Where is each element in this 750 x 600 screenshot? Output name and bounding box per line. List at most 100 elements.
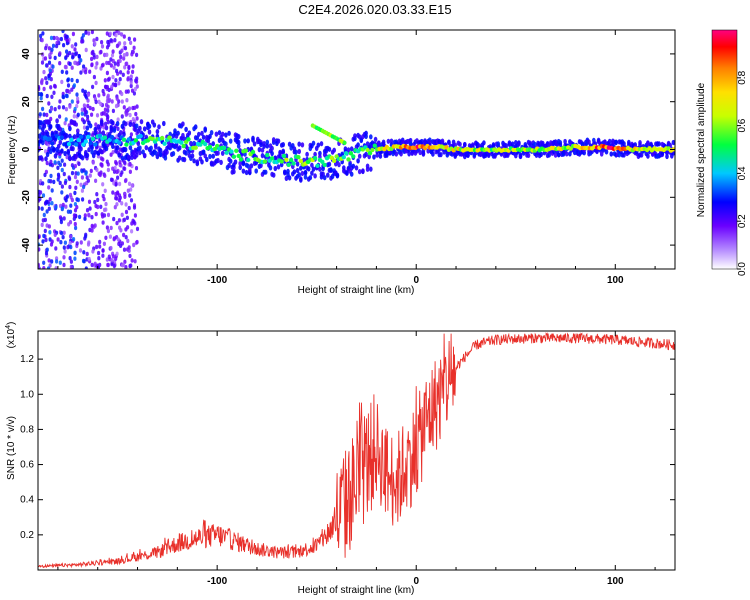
heatmap-cell xyxy=(123,65,127,70)
heatmap-ridge xyxy=(47,136,53,142)
heatmap-cell xyxy=(122,53,126,58)
heatmap-cell xyxy=(297,148,302,155)
heatmap-cell xyxy=(87,240,91,245)
heatmap-ridge xyxy=(207,144,213,150)
heatmap-cell xyxy=(43,217,48,223)
heatmap-cell xyxy=(101,220,105,225)
heatmap-cell xyxy=(127,64,131,70)
heatmap-ridge xyxy=(138,133,143,139)
heatmap-cell xyxy=(638,140,642,146)
heatmap-cell xyxy=(418,149,423,156)
heatmap-cell xyxy=(335,173,340,179)
heatmap-cell xyxy=(224,141,228,147)
heatmap-cell xyxy=(127,248,131,253)
heatmap-cell xyxy=(127,181,132,186)
heatmap-cell xyxy=(342,165,346,171)
heatmap-cell xyxy=(40,222,44,228)
heatmap-cell xyxy=(68,133,72,139)
heatmap-cell xyxy=(271,137,276,143)
heatmap-cell xyxy=(41,31,45,36)
heatmap-cell xyxy=(96,197,100,203)
heatmap-cell xyxy=(71,155,75,161)
heatmap-cell xyxy=(112,65,116,70)
heatmap-cell xyxy=(103,107,107,112)
heatmap-cell xyxy=(99,49,103,55)
y-tick-label: 0 xyxy=(21,146,32,152)
heatmap-cell xyxy=(102,241,106,246)
heatmap-cell xyxy=(357,153,362,159)
heatmap-cell xyxy=(59,240,63,245)
heatmap-cell xyxy=(91,106,95,112)
heatmap-ridge xyxy=(246,157,251,163)
heatmap-cell xyxy=(104,235,108,240)
heatmap-ridge xyxy=(348,151,354,156)
heatmap-cell xyxy=(165,149,169,155)
heatmap-cell xyxy=(142,153,147,159)
heatmap-cell xyxy=(109,177,114,182)
heatmap-cell xyxy=(73,163,77,169)
heatmap-cell xyxy=(53,232,57,237)
heatmap-cell xyxy=(79,146,83,152)
heatmap-cell xyxy=(86,92,91,98)
heatmap-cell xyxy=(64,133,69,139)
heatmap-cell xyxy=(66,83,71,88)
heatmap-cell xyxy=(181,121,185,127)
heatmap-cell xyxy=(68,192,73,198)
heatmap-cell xyxy=(87,199,92,204)
heatmap-cell xyxy=(133,259,137,264)
heatmap-cell xyxy=(224,132,228,138)
heatmap-cell xyxy=(64,198,68,203)
heatmap-ridge xyxy=(66,141,72,147)
heatmap-cell xyxy=(50,201,54,206)
heatmap-cell xyxy=(246,163,250,169)
heatmap-cell xyxy=(63,180,67,186)
heatmap-cell xyxy=(138,150,142,156)
heatmap-cell xyxy=(447,139,451,145)
heatmap-cell xyxy=(604,149,609,155)
heatmap-cell xyxy=(112,181,116,186)
heatmap-cell xyxy=(372,154,376,160)
heatmap-cell xyxy=(313,173,317,179)
heatmap-cell xyxy=(125,98,129,103)
heatmap-cell xyxy=(486,152,491,158)
heatmap-cell xyxy=(533,141,537,147)
heatmap-cell xyxy=(91,160,95,165)
heatmap-cell xyxy=(82,184,86,190)
heatmap-cell xyxy=(190,153,195,159)
heatmap-cell xyxy=(53,153,58,159)
heatmap-cell xyxy=(614,139,618,146)
heatmap-cell xyxy=(311,166,316,172)
heatmap-ridge xyxy=(269,156,275,161)
heatmap-cell xyxy=(114,256,118,261)
heatmap-cell xyxy=(134,152,139,158)
heatmap-cell xyxy=(154,144,158,150)
heatmap-cell xyxy=(128,112,132,118)
heatmap-cell xyxy=(115,68,119,74)
heatmap-cell xyxy=(52,90,56,96)
heatmap-cell xyxy=(123,160,127,165)
heatmap-cell xyxy=(45,63,49,68)
heatmap-cell xyxy=(57,160,61,165)
heatmap-cell xyxy=(106,114,110,120)
snr-frame xyxy=(37,330,676,571)
heatmap-cell xyxy=(95,54,99,60)
heatmap-cell xyxy=(44,237,48,243)
heatmap-cell xyxy=(326,172,330,178)
heatmap-cell xyxy=(294,149,298,155)
heatmap-cell xyxy=(94,211,98,217)
heatmap-cell xyxy=(54,266,58,269)
heatmap-cell xyxy=(39,33,43,39)
heatmap-cell xyxy=(59,219,64,225)
heatmap-cell xyxy=(129,263,133,268)
heatmap-cell xyxy=(100,40,104,45)
heatmap-cell xyxy=(75,179,79,184)
heatmap-cell xyxy=(109,152,113,157)
heatmap-cell xyxy=(52,179,56,185)
heatmap-cell xyxy=(135,239,139,245)
heatmap-cell xyxy=(51,64,55,69)
heatmap-cell xyxy=(220,150,225,156)
heatmap-cell xyxy=(147,129,152,135)
heatmap-ridge xyxy=(284,157,289,162)
heatmap-cell xyxy=(68,184,72,190)
heatmap-cell xyxy=(120,48,124,53)
